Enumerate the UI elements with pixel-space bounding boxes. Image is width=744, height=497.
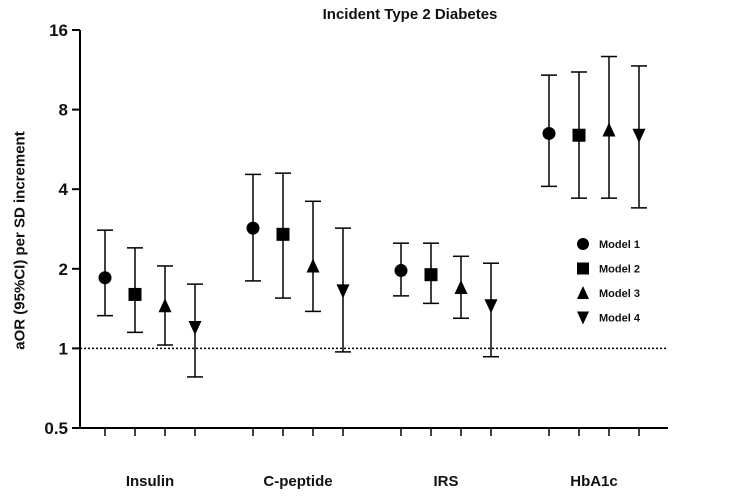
y-tick-label: 0.5: [44, 419, 68, 438]
legend-label: Model 3: [599, 288, 640, 300]
legend-marker: [577, 311, 589, 325]
y-tick-label: 16: [49, 21, 68, 40]
data-point: [454, 279, 468, 294]
data-point: [424, 268, 438, 282]
data-point: [632, 128, 646, 143]
data-point: [572, 128, 586, 142]
y-tick-label: 2: [59, 260, 68, 279]
data-point: [158, 298, 172, 313]
x-category-label: C-peptide: [263, 473, 332, 490]
legend-label: Model 1: [599, 239, 640, 251]
x-category-label: HbA1c: [570, 473, 618, 490]
legend-label: Model 4: [599, 313, 641, 325]
data-point: [394, 264, 408, 278]
chart-title: Incident Type 2 Diabetes: [322, 6, 498, 23]
legend-marker: [577, 238, 589, 250]
data-point: [188, 320, 202, 335]
x-category-label: Insulin: [126, 473, 174, 490]
y-tick-label: 4: [59, 180, 69, 199]
y-tick-label: 8: [59, 101, 68, 120]
data-point: [276, 227, 290, 241]
data-point: [484, 299, 498, 314]
data-point: [602, 122, 616, 137]
legend-marker: [577, 262, 589, 275]
data-point: [336, 284, 350, 299]
legend-label: Model 2: [599, 264, 640, 276]
y-tick-label: 1: [59, 339, 68, 358]
legend-marker: [577, 286, 589, 299]
data-point: [98, 271, 112, 285]
data-point: [306, 258, 320, 273]
data-point: [128, 287, 142, 301]
data-point: [542, 126, 556, 140]
data-point: [246, 221, 260, 235]
x-category-label: IRS: [433, 473, 458, 490]
